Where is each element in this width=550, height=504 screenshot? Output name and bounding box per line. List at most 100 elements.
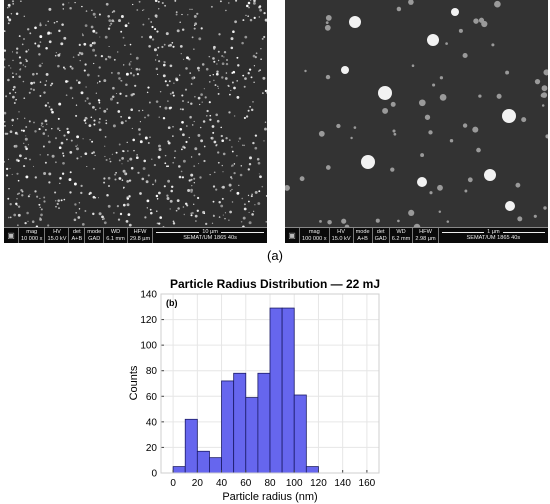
particle bbox=[233, 86, 236, 90]
particle bbox=[75, 104, 78, 106]
particle bbox=[327, 219, 332, 225]
particle bbox=[83, 69, 86, 72]
particle bbox=[217, 59, 220, 62]
scale-bar: 10 µm SEMAT/UM 1865 40s bbox=[153, 228, 267, 243]
particle bbox=[38, 53, 41, 56]
particle bbox=[15, 202, 18, 206]
particle bbox=[147, 142, 150, 144]
particle bbox=[44, 84, 47, 86]
particle bbox=[418, 99, 426, 107]
particle bbox=[230, 176, 233, 179]
particle bbox=[48, 140, 51, 144]
particle bbox=[7, 216, 10, 219]
particle bbox=[74, 203, 77, 206]
particle bbox=[23, 142, 25, 144]
particle bbox=[254, 204, 256, 206]
particle bbox=[6, 16, 9, 19]
particle bbox=[117, 110, 121, 113]
particle bbox=[58, 102, 62, 106]
particle bbox=[236, 56, 239, 59]
particle bbox=[123, 187, 125, 189]
particle bbox=[37, 44, 41, 48]
particle bbox=[59, 182, 61, 185]
particle bbox=[39, 197, 41, 200]
particle bbox=[299, 176, 305, 182]
particle bbox=[118, 19, 121, 23]
particle bbox=[144, 216, 147, 219]
particle bbox=[225, 9, 227, 12]
particle bbox=[7, 22, 10, 25]
particle bbox=[104, 35, 108, 39]
particle bbox=[121, 163, 123, 165]
particle bbox=[159, 90, 162, 93]
particle bbox=[54, 137, 58, 140]
particle bbox=[264, 89, 267, 93]
particle bbox=[432, 83, 436, 87]
particle bbox=[223, 51, 227, 54]
field-value: A+B bbox=[71, 235, 83, 242]
particle bbox=[126, 203, 130, 207]
particle bbox=[213, 60, 216, 63]
particle bbox=[95, 31, 98, 35]
particle bbox=[236, 191, 240, 195]
particle bbox=[40, 122, 44, 125]
particle bbox=[156, 198, 159, 200]
particle bbox=[92, 195, 96, 199]
particle bbox=[505, 70, 510, 75]
particle bbox=[159, 105, 162, 108]
particle bbox=[249, 105, 251, 108]
particle bbox=[417, 177, 427, 187]
particle bbox=[104, 58, 108, 61]
particle bbox=[182, 159, 186, 163]
particle bbox=[62, 155, 65, 157]
particle bbox=[164, 4, 167, 7]
field-key: det bbox=[376, 229, 385, 235]
x-tick-label: 120 bbox=[310, 478, 327, 489]
particle bbox=[254, 190, 258, 194]
particle bbox=[361, 155, 375, 169]
particle bbox=[84, 100, 87, 102]
particle bbox=[39, 41, 42, 43]
particle bbox=[165, 32, 169, 36]
particle bbox=[62, 152, 64, 155]
particle bbox=[144, 116, 146, 119]
particle bbox=[252, 1, 256, 5]
particle bbox=[151, 25, 154, 29]
particle bbox=[233, 115, 236, 117]
institution-label: SEMAT/UM bbox=[183, 235, 213, 242]
histogram-chart: Particle Radius Distribution — 22 mJ 0 20… bbox=[128, 277, 380, 503]
particle bbox=[236, 155, 238, 157]
particle bbox=[257, 202, 261, 205]
particle bbox=[187, 189, 191, 192]
particle bbox=[221, 62, 225, 66]
particle bbox=[193, 203, 195, 205]
particle bbox=[205, 114, 208, 117]
particle bbox=[187, 14, 189, 16]
particle bbox=[221, 54, 224, 58]
particle bbox=[142, 23, 145, 26]
particle bbox=[57, 64, 60, 68]
particle bbox=[541, 104, 545, 107]
particle bbox=[76, 147, 79, 151]
particle bbox=[341, 218, 347, 224]
particle bbox=[263, 11, 266, 15]
particle bbox=[11, 0, 15, 3]
particle bbox=[209, 118, 212, 122]
particle bbox=[240, 220, 243, 223]
particle bbox=[128, 223, 132, 227]
particle bbox=[253, 81, 255, 83]
particle bbox=[408, 209, 415, 216]
particle bbox=[253, 16, 256, 20]
particle bbox=[9, 203, 12, 206]
particle bbox=[159, 216, 163, 219]
particle bbox=[424, 114, 431, 120]
particle bbox=[158, 148, 162, 151]
particle bbox=[68, 2, 70, 4]
particle bbox=[244, 77, 247, 80]
particle bbox=[121, 157, 124, 160]
x-tick-label: 60 bbox=[240, 478, 252, 489]
particle bbox=[252, 101, 254, 103]
particle bbox=[76, 144, 78, 146]
particle bbox=[148, 101, 151, 104]
particle bbox=[175, 13, 178, 16]
